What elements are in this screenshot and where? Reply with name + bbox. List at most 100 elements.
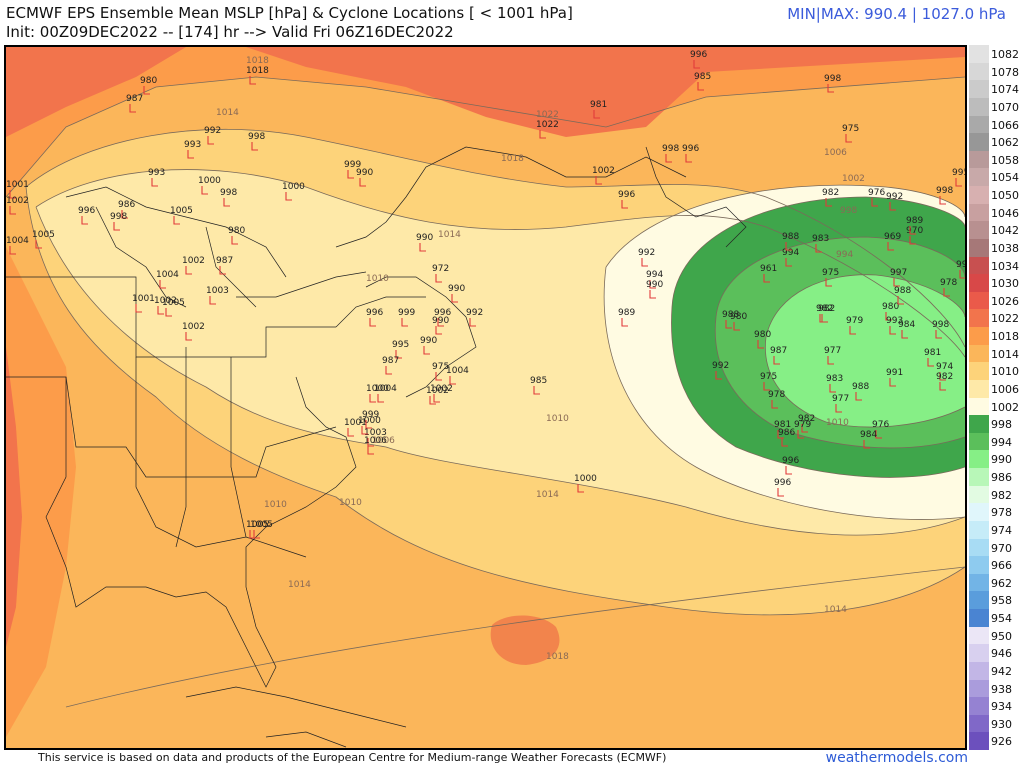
colorbar-step: 1034 [969, 256, 1019, 275]
cyclone-pressure-label: 975 [760, 372, 777, 382]
isobar-label: 1010 [366, 274, 389, 284]
cyclone-marker: 978 [768, 390, 785, 409]
colorbar-label: 990 [991, 453, 1012, 467]
colorbar-swatch [969, 626, 989, 645]
cyclone-marker: 992 [466, 308, 483, 327]
cyclone-pressure-label: 1005 [250, 520, 273, 530]
ridge-1022-nw [6, 47, 186, 137]
cyclone-marker: 974 [936, 362, 953, 381]
colorbar-swatch [969, 714, 989, 733]
cyclone-glyph [893, 278, 900, 287]
cyclone-pressure-label: 975 [822, 268, 839, 278]
colorbar-label: 1062 [991, 136, 1019, 150]
cyclone-marker: 982 [822, 188, 839, 207]
isobar-label: 1018 [501, 154, 524, 164]
colorbar-step: 934 [969, 697, 1019, 715]
cyclone-marker: 1001 [344, 418, 367, 437]
cyclone-marker: 996 [78, 206, 95, 225]
colorbar-step: 926 [969, 732, 1019, 750]
cyclone-glyph [825, 278, 832, 287]
cyclone-glyph [121, 210, 128, 219]
colorbar-step: 1054 [969, 168, 1019, 186]
cyclone-marker: 975 [432, 362, 449, 381]
cyclone-marker: 998 [220, 188, 237, 207]
cyclone-marker: 1003 [206, 286, 229, 305]
cyclone-marker: 1004 [6, 236, 29, 255]
colorbar-step: 954 [969, 609, 1019, 627]
cyclone-marker: 996 [682, 144, 699, 163]
cyclone-pressure-label: 980 [882, 302, 899, 312]
cyclone-pressure-label: 988 [852, 382, 869, 392]
cyclone-marker: 982 [798, 414, 815, 433]
colorbar-step: 966 [969, 556, 1019, 574]
title-line-2: Init: 00Z09DEC2022 -- [174] hr --> Valid… [6, 23, 454, 41]
cyclone-marker: 992 [712, 361, 729, 380]
boundary-lines [6, 146, 747, 748]
cyclone-glyph [849, 326, 856, 335]
cyclone-marker: 1005 [32, 230, 55, 249]
cyclone-marker: 976 [872, 420, 889, 439]
isobar-label: 1014 [824, 605, 847, 615]
cyclone-pressure-label: 1018 [246, 66, 269, 76]
cyclone-glyph [433, 394, 440, 403]
cyclone-glyph [777, 488, 784, 497]
colorbar-step: 1078 [969, 62, 1019, 81]
cyclone-pressure-label: 980 [754, 330, 771, 340]
cyclone-pressure-label: 993 [886, 316, 903, 326]
cyclone-marker: 994 [646, 270, 663, 289]
cyclone-glyph [715, 371, 722, 380]
site-link[interactable]: weathermodels.com [825, 750, 968, 766]
colorbar-label: 1038 [991, 241, 1019, 255]
cyclone-glyph [35, 240, 42, 249]
isobar-label: 1010 [546, 414, 569, 424]
cyclone-glyph [207, 136, 214, 145]
cyclone-glyph [885, 312, 892, 321]
cyclone-glyph [209, 296, 216, 305]
colorbar-step: 1038 [969, 238, 1019, 257]
cyclone-pressure-label: 969 [884, 232, 901, 242]
cyclone-marker: 998 [662, 144, 679, 163]
cyclone-pressure-label: 982 [936, 372, 953, 382]
colorbar-label: 1002 [991, 400, 1019, 414]
cyclone-glyph [595, 176, 602, 185]
isobar-label: 1002 [842, 174, 865, 184]
cyclone-marker: 980 [140, 76, 157, 95]
colorbar-label: 1054 [991, 171, 1019, 185]
cyclone-pressure-label: 1000 [366, 384, 389, 394]
cyclone-pressure-label: 987 [382, 356, 399, 366]
cyclone-pressure-label: 1003 [206, 286, 229, 296]
cyclone-glyph [819, 314, 826, 323]
low-990-core [765, 274, 965, 427]
colorbar-label: 1070 [991, 100, 1019, 114]
cyclone-glyph [369, 318, 376, 327]
colorbar-step: 1062 [969, 133, 1019, 151]
colorbar-label: 1042 [991, 224, 1019, 238]
cyclone-pressure-label: 993 [148, 168, 165, 178]
colorbar-swatch [969, 520, 989, 539]
cyclone-pressure-label: 1004 [374, 384, 397, 394]
cyclone-marker: 985 [530, 376, 547, 395]
cyclone-pressure-label: 988 [782, 232, 799, 242]
cyclone-glyph [871, 198, 878, 207]
cyclone-glyph [785, 466, 792, 475]
colorbar-swatch [969, 379, 989, 398]
colorbar-label: 1010 [991, 365, 1019, 379]
cyclone-pressure-label: 992 [638, 248, 655, 258]
cyclone-marker: 996 [690, 50, 707, 69]
cyclone-glyph [377, 394, 384, 403]
colorbar-label: 974 [991, 523, 1012, 537]
cyclone-glyph [143, 86, 150, 95]
colorbar-step: 1026 [969, 291, 1019, 310]
cyclone-glyph [419, 243, 426, 252]
colorbar-swatch [969, 186, 989, 204]
cyclone-pressure-label: 994 [782, 248, 799, 258]
colorbar-swatch [969, 97, 989, 116]
cyclone-marker: 1002 [592, 166, 615, 185]
cyclone-pressure-label: 976 [872, 420, 889, 430]
cyclone-glyph [249, 530, 256, 539]
cyclone-marker: 961 [760, 264, 777, 283]
cyclone-marker: 1002 [154, 296, 177, 315]
colorbar-label: 1006 [991, 382, 1019, 396]
cyclone-marker: 994 [782, 248, 799, 267]
cyclone-marker: 998 [936, 186, 953, 205]
